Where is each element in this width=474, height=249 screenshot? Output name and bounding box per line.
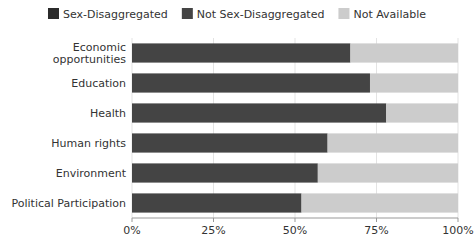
tick <box>213 218 214 222</box>
tick-label: 50% <box>283 224 307 237</box>
grid-line <box>132 38 133 218</box>
tick-label: 75% <box>364 224 388 237</box>
legend-item: Sex-Disaggregated <box>48 8 168 21</box>
legend-swatch <box>48 8 59 19</box>
category-label-line: Education <box>71 77 126 90</box>
bar <box>370 73 458 92</box>
bar <box>302 193 458 212</box>
chart: Sex-Disaggregated Not Sex-Disaggregated No… <box>0 0 474 249</box>
bar <box>350 43 458 62</box>
grid <box>132 38 458 218</box>
category-label: Environment <box>56 167 127 180</box>
legend: Sex-Disaggregated Not Sex-Disaggregated No… <box>48 8 426 21</box>
bar <box>386 103 458 122</box>
category-label-line: opportunities <box>53 53 126 66</box>
legend-item: Not Available <box>338 8 426 21</box>
tick-label: 25% <box>201 224 225 237</box>
category-label-line: Human rights <box>51 137 126 150</box>
grid-line <box>295 38 296 218</box>
legend-swatch <box>338 8 349 19</box>
bars <box>132 43 458 212</box>
category-label-line: Health <box>90 107 126 120</box>
legend-label: Sex-Disaggregated <box>63 8 168 21</box>
tick <box>295 218 296 222</box>
grid-line <box>458 38 459 218</box>
category-label: Economicopportunities <box>53 41 126 66</box>
bar <box>132 73 370 92</box>
legend-label: Not Available <box>353 8 426 21</box>
category-label: Education <box>71 77 126 90</box>
category-label-line: Political Participation <box>12 197 126 210</box>
legend-swatch <box>182 8 193 19</box>
tick <box>132 218 133 222</box>
grid-line <box>376 38 377 218</box>
bar <box>132 43 350 62</box>
bar <box>132 193 302 212</box>
y-axis: Economicopportunities Education Health Huma… <box>12 41 127 210</box>
bar <box>318 163 458 182</box>
bar <box>132 163 318 182</box>
bar <box>132 103 386 122</box>
category-label: Human rights <box>51 137 126 150</box>
legend-label: Not Sex-Disaggregated <box>197 8 325 21</box>
bar <box>328 133 458 152</box>
category-label: Political Participation <box>12 197 126 210</box>
tick <box>376 218 377 222</box>
tick-label: 100% <box>442 224 473 237</box>
tick-label: 0% <box>123 224 140 237</box>
legend-item: Not Sex-Disaggregated <box>182 8 325 21</box>
category-label-line: Environment <box>56 167 127 180</box>
grid-line <box>213 38 214 218</box>
x-axis: 0% 25% 50% 75% 100% <box>123 218 473 237</box>
category-label: Health <box>90 107 126 120</box>
bar <box>132 133 328 152</box>
tick <box>458 218 459 222</box>
